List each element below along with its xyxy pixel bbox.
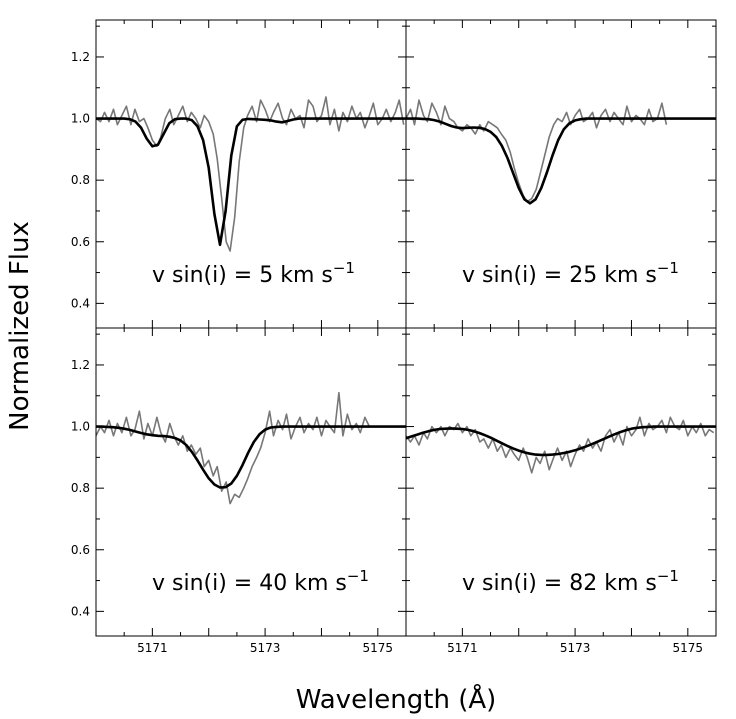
y-axis-title: Normalized Flux [5, 221, 35, 431]
model-line-2 [406, 117, 716, 205]
panel-4: 5171 5173 5175 v sin(i) = 82 km s−1 [405, 327, 717, 655]
observed-line-3 [96, 391, 371, 505]
panel-2: v sin(i) = 25 km s−1 [405, 19, 717, 329]
y-tick-label: 0.4 [71, 604, 90, 618]
panel-label: v sin(i) = 5 km s−1 [152, 259, 355, 288]
observed-line-2 [406, 99, 668, 203]
y-tick-label: 1.0 [71, 420, 90, 434]
y-tick-label: 1.2 [71, 358, 90, 372]
y-tick-label: 0.8 [71, 173, 90, 187]
panel-label: v sin(i) = 25 km s−1 [462, 259, 679, 288]
y-tick-label: 0.6 [71, 235, 90, 249]
panel-frame [405, 327, 717, 637]
y-tick-label: 1.2 [71, 50, 90, 64]
panel-1: 0.4 0.6 0.8 1.0 1.2 v sin(i) = 5 km s−1 [71, 19, 407, 329]
model-line-4 [406, 425, 716, 457]
x-tick-label: 5175 [673, 641, 704, 655]
y-tick-label: 0.6 [71, 543, 90, 557]
y-tick-label: 0.4 [71, 296, 90, 310]
panel-3: 0.4 0.6 0.8 1.0 1.2 5171 5173 5175 v sin(i) = 40… [71, 327, 407, 655]
model-line-1 [96, 117, 406, 247]
x-tick-label: 5171 [137, 641, 168, 655]
model-line-3 [96, 425, 406, 489]
panel-label: v sin(i) = 82 km s−1 [462, 567, 679, 596]
y-tick-label: 0.8 [71, 481, 90, 495]
x-tick-label: 5171 [447, 641, 478, 655]
y-tick-label: 1.0 [71, 112, 90, 126]
panel-label: v sin(i) = 40 km s−1 [152, 567, 369, 596]
observed-line-1 [96, 96, 405, 252]
x-axis-title: Wavelength (Å) [296, 683, 497, 715]
x-tick-label: 5173 [560, 641, 591, 655]
x-tick-label: 5175 [363, 641, 394, 655]
x-tick-label: 5173 [250, 641, 281, 655]
